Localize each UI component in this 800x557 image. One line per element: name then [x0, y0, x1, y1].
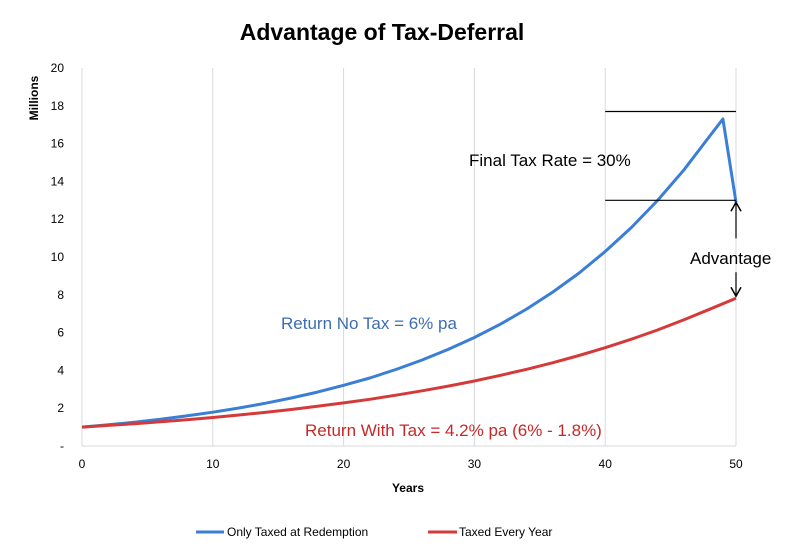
x-axis-label: Years — [392, 481, 424, 495]
legend: Only Taxed at Redemption Taxed Every Yea… — [196, 525, 552, 539]
y-tick-label: 2 — [57, 401, 64, 415]
y-tick-label: 10 — [51, 250, 65, 264]
annotations — [605, 110, 742, 298]
legend-label-taxed-every-year: Taxed Every Year — [459, 525, 552, 539]
advantage-label: Advantage — [690, 249, 771, 268]
y-tick-label: 8 — [57, 288, 64, 302]
y-tick-label: 20 — [51, 61, 65, 75]
return-no-tax-label: Return No Tax = 6% pa — [281, 314, 457, 333]
advantage-arrowhead-up — [730, 200, 742, 212]
y-tick-label: 14 — [51, 174, 65, 188]
x-tick-label: 30 — [468, 457, 482, 471]
legend-label-only-taxed: Only Taxed at Redemption — [227, 525, 368, 539]
y-tick-labels: - 2 4 6 8 10 12 14 16 18 20 — [51, 61, 65, 453]
y-axis-label: Millions — [27, 75, 41, 120]
series-lines — [81, 117, 738, 429]
y-tick-label: - — [60, 439, 64, 453]
series-line-taxed-every-year — [81, 296, 737, 429]
x-tick-label: 10 — [206, 457, 220, 471]
final-tax-rate-label: Final Tax Rate = 30% — [469, 151, 631, 170]
x-tick-label: 50 — [729, 457, 743, 471]
y-tick-label: 16 — [51, 137, 65, 151]
advantage-arrowhead-down — [730, 286, 742, 298]
x-tick-label: 20 — [337, 457, 351, 471]
y-tick-label: 18 — [51, 99, 65, 113]
x-tick-label: 0 — [79, 457, 86, 471]
return-with-tax-label: Return With Tax = 4.2% pa (6% - 1.8%) — [305, 421, 602, 440]
vertical-gridlines — [212, 68, 737, 446]
axes — [81, 68, 736, 447]
chart-title: Advantage of Tax-Deferral — [240, 19, 525, 45]
y-tick-label: 6 — [57, 326, 64, 340]
y-tick-label: 4 — [57, 363, 64, 377]
x-tick-labels: 0 10 20 30 40 50 — [79, 457, 743, 471]
x-tick-label: 40 — [599, 457, 613, 471]
series-line-only-taxed — [81, 117, 738, 429]
y-tick-label: 12 — [51, 212, 65, 226]
